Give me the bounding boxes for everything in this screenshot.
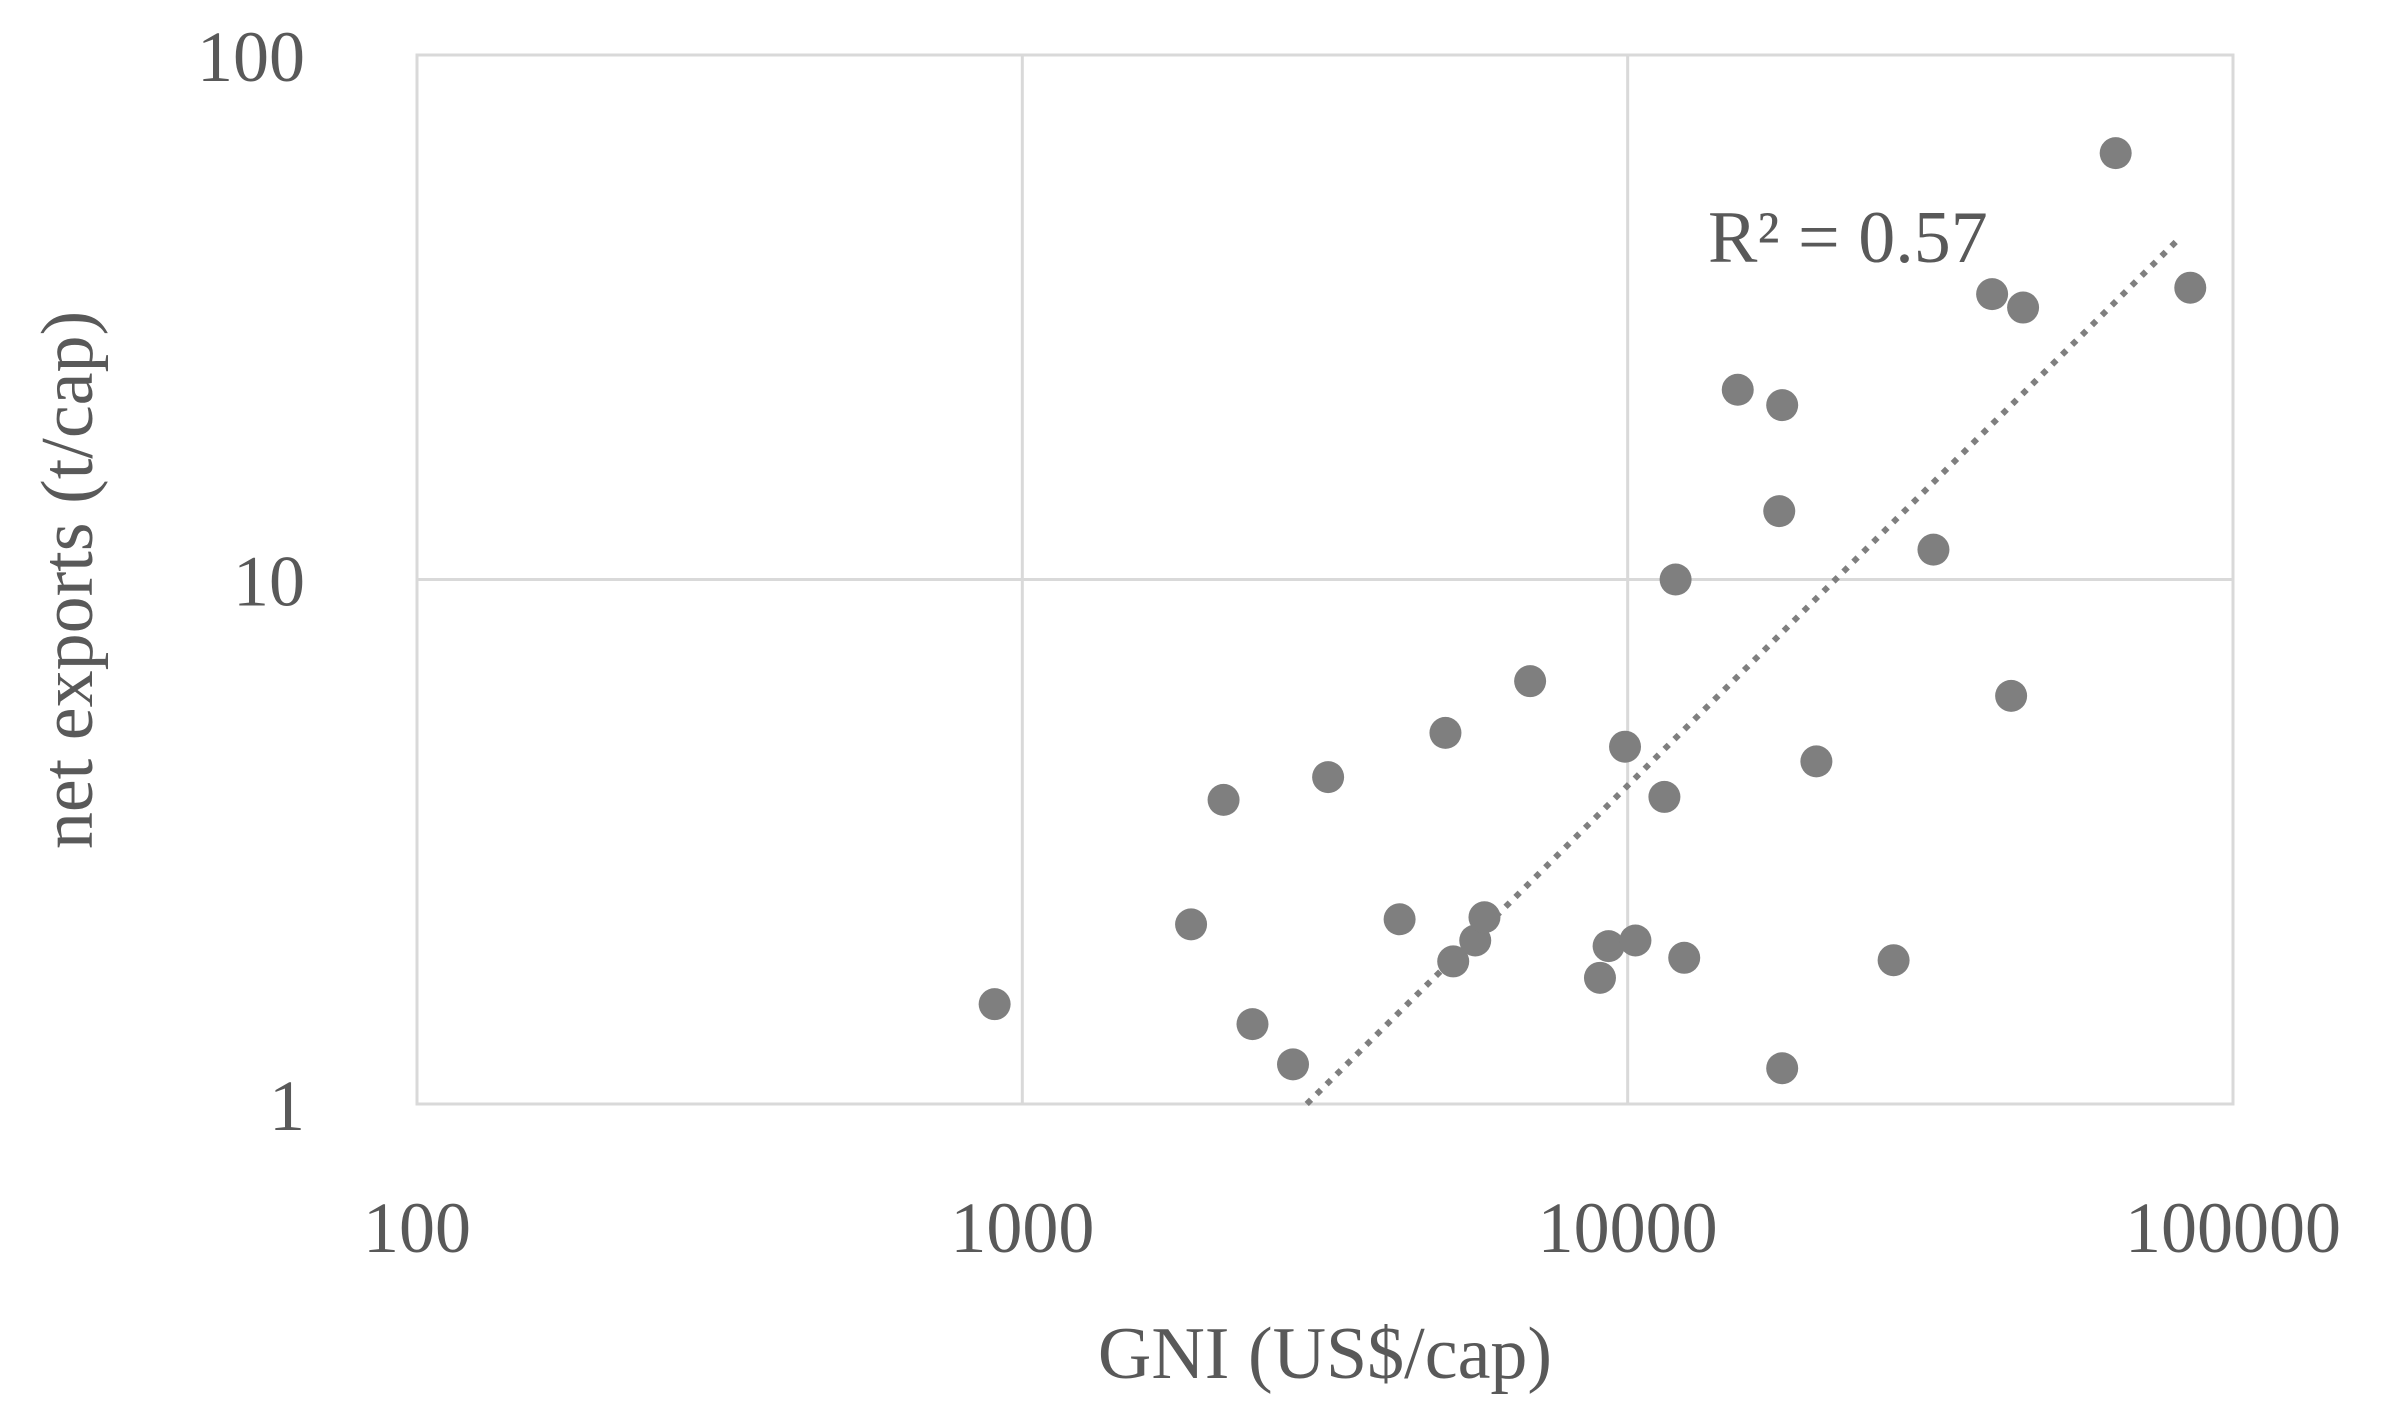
y-tick-label: 10 xyxy=(233,542,305,622)
scatter-point xyxy=(1619,924,1652,957)
scatter-point xyxy=(1429,716,1462,749)
scatter-point xyxy=(1514,665,1547,698)
scatter-point xyxy=(1766,1052,1799,1085)
scatter-point xyxy=(1312,761,1345,794)
y-axis-title: net exports (t/cap) xyxy=(27,311,109,849)
scatter-point xyxy=(1648,780,1681,813)
scatter-point xyxy=(1236,1008,1269,1041)
x-tick-label: 100000 xyxy=(2125,1188,2341,1268)
x-tick-label: 1000 xyxy=(950,1188,1094,1268)
scatter-point xyxy=(1592,930,1625,963)
y-tick-label: 1 xyxy=(269,1066,305,1146)
scatter-point xyxy=(1437,945,1470,978)
scatter-point xyxy=(1995,679,2028,712)
scatter-point xyxy=(1468,901,1501,934)
scatter-point xyxy=(1766,389,1799,422)
scatter-point xyxy=(1917,533,1950,566)
r-squared-annotation: R² = 0.57 xyxy=(1708,197,1988,279)
trendline xyxy=(1304,234,2183,1107)
x-tick-label: 100 xyxy=(363,1188,471,1268)
scatter-point xyxy=(1609,730,1642,763)
scatter-point xyxy=(1877,944,1910,977)
x-tick-label: 10000 xyxy=(1538,1188,1718,1268)
scatter-point xyxy=(1800,745,1833,778)
scatter-point xyxy=(1383,903,1416,936)
y-axis-ticks: 1 10 100 xyxy=(197,17,305,1146)
x-axis-title: GNI (US$/cap) xyxy=(1098,1313,1552,1395)
scatter-point xyxy=(1175,908,1208,941)
scatter-point xyxy=(1583,961,1616,994)
scatter-point xyxy=(1659,563,1692,596)
x-axis-ticks: 100 1000 10000 100000 xyxy=(363,1188,2341,1268)
scatter-point xyxy=(2174,271,2207,304)
scatter-point xyxy=(1207,783,1240,816)
trendline-layer xyxy=(1304,234,2183,1107)
scatter-point xyxy=(978,988,1011,1021)
y-tick-label: 100 xyxy=(197,17,305,97)
data-points xyxy=(978,137,2207,1085)
scatter-point xyxy=(1721,373,1754,406)
scatter-point xyxy=(1976,278,2009,311)
scatter-point xyxy=(1277,1048,1310,1081)
scatter-point xyxy=(1763,495,1796,528)
scatter-point xyxy=(2007,291,2040,324)
scatter-point xyxy=(1668,941,1701,974)
scatter-point xyxy=(2099,137,2132,170)
